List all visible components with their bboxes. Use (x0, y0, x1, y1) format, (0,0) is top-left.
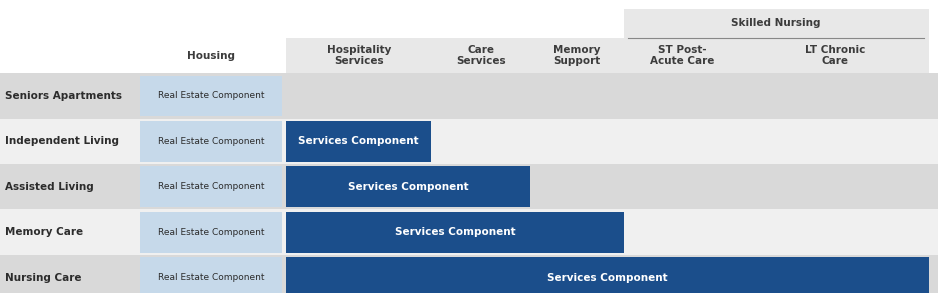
Text: Services Component: Services Component (547, 272, 668, 283)
Text: Real Estate Component: Real Estate Component (158, 137, 265, 146)
Text: Memory
Support: Memory Support (553, 45, 600, 67)
Text: Care
Services: Care Services (456, 45, 506, 67)
Bar (0, 119, 938, 164)
Text: Skilled Nursing: Skilled Nursing (732, 18, 821, 28)
Text: Real Estate Component: Real Estate Component (158, 228, 265, 237)
Text: Real Estate Component: Real Estate Component (158, 91, 265, 100)
Bar (431, 38, 530, 73)
Text: LT Chronic
Care: LT Chronic Care (805, 45, 865, 67)
Bar (140, 257, 282, 293)
Bar (140, 76, 282, 116)
Bar (0, 164, 938, 209)
Text: Nursing Care: Nursing Care (5, 272, 82, 283)
Bar (0, 255, 938, 293)
Text: ST Post-
Acute Care: ST Post- Acute Care (650, 45, 715, 67)
Text: Seniors Apartments: Seniors Apartments (5, 91, 122, 101)
Bar (0, 209, 938, 255)
Text: Services Component: Services Component (395, 227, 515, 237)
Bar (286, 166, 530, 207)
Bar (0, 9, 938, 73)
Bar (140, 212, 282, 253)
Bar (286, 212, 624, 253)
Text: Services Component: Services Component (348, 182, 468, 192)
Text: Services Component: Services Component (298, 136, 419, 146)
Bar (741, 9, 929, 73)
Bar (140, 166, 282, 207)
Text: Assisted Living: Assisted Living (5, 182, 94, 192)
Bar (286, 121, 431, 162)
Bar (624, 9, 741, 73)
Text: Independent Living: Independent Living (5, 136, 119, 146)
Text: Real Estate Component: Real Estate Component (158, 182, 265, 191)
Text: Real Estate Component: Real Estate Component (158, 273, 265, 282)
Bar (286, 257, 929, 293)
Bar (286, 38, 431, 73)
Text: Memory Care: Memory Care (5, 227, 83, 237)
Bar (530, 38, 624, 73)
Text: Hospitality
Services: Hospitality Services (326, 45, 391, 67)
Bar (0, 73, 938, 119)
Bar (140, 121, 282, 162)
Text: Housing: Housing (187, 51, 235, 61)
